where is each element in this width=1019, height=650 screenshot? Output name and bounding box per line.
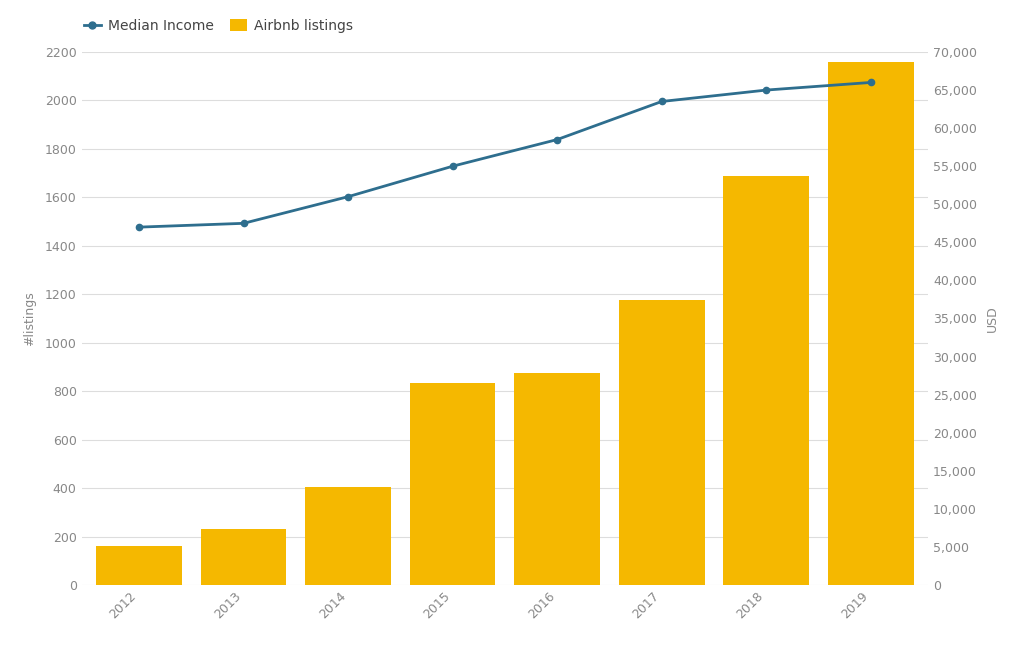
Bar (827, 62, 913, 585)
Bar (305, 487, 390, 585)
Y-axis label: #listings: #listings (23, 291, 37, 346)
Legend: Median Income, Airbnb listings: Median Income, Airbnb listings (78, 14, 358, 38)
Bar (514, 373, 599, 585)
Bar (96, 546, 181, 585)
Y-axis label: USD: USD (984, 305, 998, 332)
Bar (201, 529, 286, 585)
Bar (410, 383, 495, 585)
Bar (619, 300, 704, 585)
Bar (722, 176, 808, 585)
